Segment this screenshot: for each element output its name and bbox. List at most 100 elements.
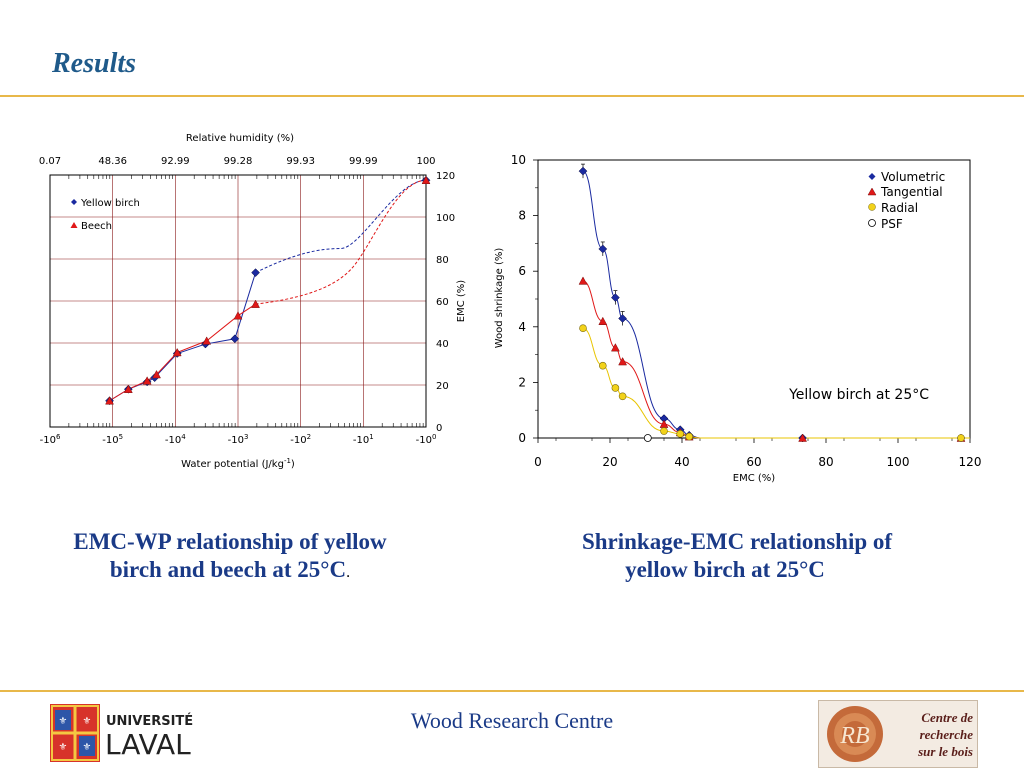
data-point bbox=[251, 299, 260, 308]
left-y-ticks: 0 20 40 60 80 100 120 bbox=[436, 171, 455, 434]
svg-text:⚜: ⚜ bbox=[83, 742, 92, 753]
left-caption-line2: birch and beech at 25°C. bbox=[109, 557, 351, 582]
y-tick-label: 80 bbox=[436, 255, 449, 266]
data-point bbox=[105, 396, 114, 405]
y-tick-label: 40 bbox=[436, 339, 449, 350]
legend-diamond-icon bbox=[71, 199, 77, 205]
data-point bbox=[598, 316, 608, 325]
x-tick-label: -106 bbox=[40, 433, 61, 446]
data-point bbox=[599, 361, 607, 370]
y-tick-label: 8 bbox=[518, 209, 526, 223]
data-point bbox=[660, 427, 668, 435]
y-tick-label: 10 bbox=[511, 153, 526, 167]
x-tick-label: -100 bbox=[416, 433, 437, 446]
data-point bbox=[421, 175, 431, 184]
legend-circle-icon bbox=[868, 203, 876, 211]
left-caption: EMC-WP relationship of yellow birch and … bbox=[20, 528, 440, 587]
right-caption-line1: Shrinkage-EMC relationship of bbox=[581, 529, 893, 554]
legend-diamond-icon bbox=[868, 173, 876, 180]
svg-text:⚜: ⚜ bbox=[83, 716, 92, 727]
laval-crest-icon: ⚜ ⚜ ⚜ ⚜ UNIVERSITÉ LAVAL bbox=[50, 704, 193, 762]
y-tick-label: 4 bbox=[518, 320, 526, 334]
top-tick-label: 99.99 bbox=[349, 156, 378, 167]
centre-recherche-bois-logo: RB Centre de recherche sur le bois bbox=[818, 700, 978, 768]
universite-laval-logo: ⚜ ⚜ ⚜ ⚜ UNIVERSITÉ LAVAL bbox=[48, 702, 208, 764]
crb-line1: Centre de bbox=[921, 710, 973, 725]
top-axis-ticks: 0.07 48.36 92.99 99.28 99.93 99.99 100 bbox=[39, 156, 436, 167]
legend-volumetric: Volumetric bbox=[881, 170, 945, 184]
footer-title: Wood Research Centre bbox=[410, 708, 614, 733]
top-tick-label: 48.36 bbox=[98, 156, 127, 167]
x-tick-label: -105 bbox=[102, 433, 123, 446]
legend-tangential: Tangential bbox=[880, 185, 943, 199]
series-line-1 bbox=[109, 303, 256, 402]
data-point bbox=[251, 268, 260, 278]
svg-text:⚜: ⚜ bbox=[59, 716, 68, 727]
x-tick-label: 40 bbox=[674, 455, 689, 469]
data-point bbox=[579, 324, 587, 332]
right-caption: Shrinkage-EMC relationship of yellow bir… bbox=[522, 528, 952, 584]
y-tick-label: 120 bbox=[436, 171, 455, 182]
right-annotation: Yellow birch at 25°C bbox=[788, 387, 929, 403]
data-point bbox=[123, 384, 133, 393]
data-point bbox=[202, 336, 212, 345]
x-tick-label: -102 bbox=[290, 433, 311, 446]
x-tick-label: -101 bbox=[353, 433, 374, 446]
left-legend: Yellow birch Beech bbox=[70, 198, 140, 232]
data-point bbox=[172, 347, 182, 357]
x-tick-label: 60 bbox=[746, 455, 761, 469]
legend-triangle-icon bbox=[70, 222, 78, 228]
x-tick-label: 80 bbox=[818, 455, 833, 469]
data-point bbox=[676, 430, 684, 438]
y-tick-label: 6 bbox=[518, 264, 526, 278]
right-caption-line2: yellow birch at 25°C bbox=[625, 557, 825, 582]
left-series-points bbox=[105, 175, 431, 406]
left-grid bbox=[50, 175, 426, 427]
data-point bbox=[598, 244, 608, 254]
data-point bbox=[233, 311, 243, 320]
left-series-lines bbox=[109, 179, 427, 402]
x-tick-label: 100 bbox=[887, 455, 910, 469]
data-point bbox=[230, 334, 240, 344]
y-tick-label: 0 bbox=[436, 423, 442, 434]
legend-psf: PSF bbox=[881, 217, 903, 231]
right-legend: Volumetric Tangential Radial PSF bbox=[867, 170, 945, 231]
x-tick-label: -103 bbox=[228, 433, 249, 446]
laval-logo-line1: UNIVERSITÉ bbox=[106, 713, 193, 729]
data-point bbox=[578, 166, 588, 176]
y-tick-label: 0 bbox=[518, 431, 526, 445]
data-point bbox=[578, 276, 588, 285]
left-x-ticks: -106 -105 -104 -103 -102 -101 -100 bbox=[40, 175, 437, 446]
left-x-axis-label: Water potential (J/kg-1) bbox=[181, 457, 295, 470]
data-point bbox=[957, 434, 965, 442]
legend-radial: Radial bbox=[881, 201, 918, 215]
left-plot-frame bbox=[49, 174, 427, 428]
data-point bbox=[610, 343, 620, 352]
y-tick-label: 100 bbox=[436, 213, 455, 224]
legend-beech: Beech bbox=[81, 221, 112, 232]
top-tick-label: 99.28 bbox=[224, 156, 253, 167]
data-point bbox=[618, 314, 627, 323]
fit-curve-2 bbox=[582, 327, 970, 439]
x-tick-label: 0 bbox=[534, 455, 542, 469]
data-point bbox=[685, 432, 693, 441]
laval-logo-line2: LAVAL bbox=[105, 728, 191, 761]
x-tick-label: -104 bbox=[165, 433, 186, 446]
right-y-axis-label: Wood shrinkage (%) bbox=[494, 248, 505, 349]
left-caption-line1: EMC-WP relationship of yellow bbox=[73, 529, 387, 554]
top-tick-label: 92.99 bbox=[161, 156, 190, 167]
shrinkage-emc-chart: 0 20 40 60 80 100 120 0 2 4 6 8 10 Wood shrinkage (%… bbox=[494, 153, 981, 484]
data-point bbox=[618, 357, 628, 366]
legend-triangle-icon bbox=[867, 187, 877, 196]
svg-text:⚜: ⚜ bbox=[59, 742, 68, 753]
data-point bbox=[152, 369, 161, 379]
y-tick-label: 20 bbox=[436, 381, 449, 392]
data-point bbox=[142, 376, 152, 385]
footer-divider bbox=[0, 690, 1024, 692]
y-tick-label: 60 bbox=[436, 297, 449, 308]
crb-line2: recherche bbox=[919, 727, 973, 742]
svg-text:RB: RB bbox=[839, 723, 870, 749]
slide-title: Results bbox=[52, 48, 137, 79]
top-tick-label: 100 bbox=[416, 156, 435, 167]
series-dashed-1 bbox=[255, 179, 427, 305]
